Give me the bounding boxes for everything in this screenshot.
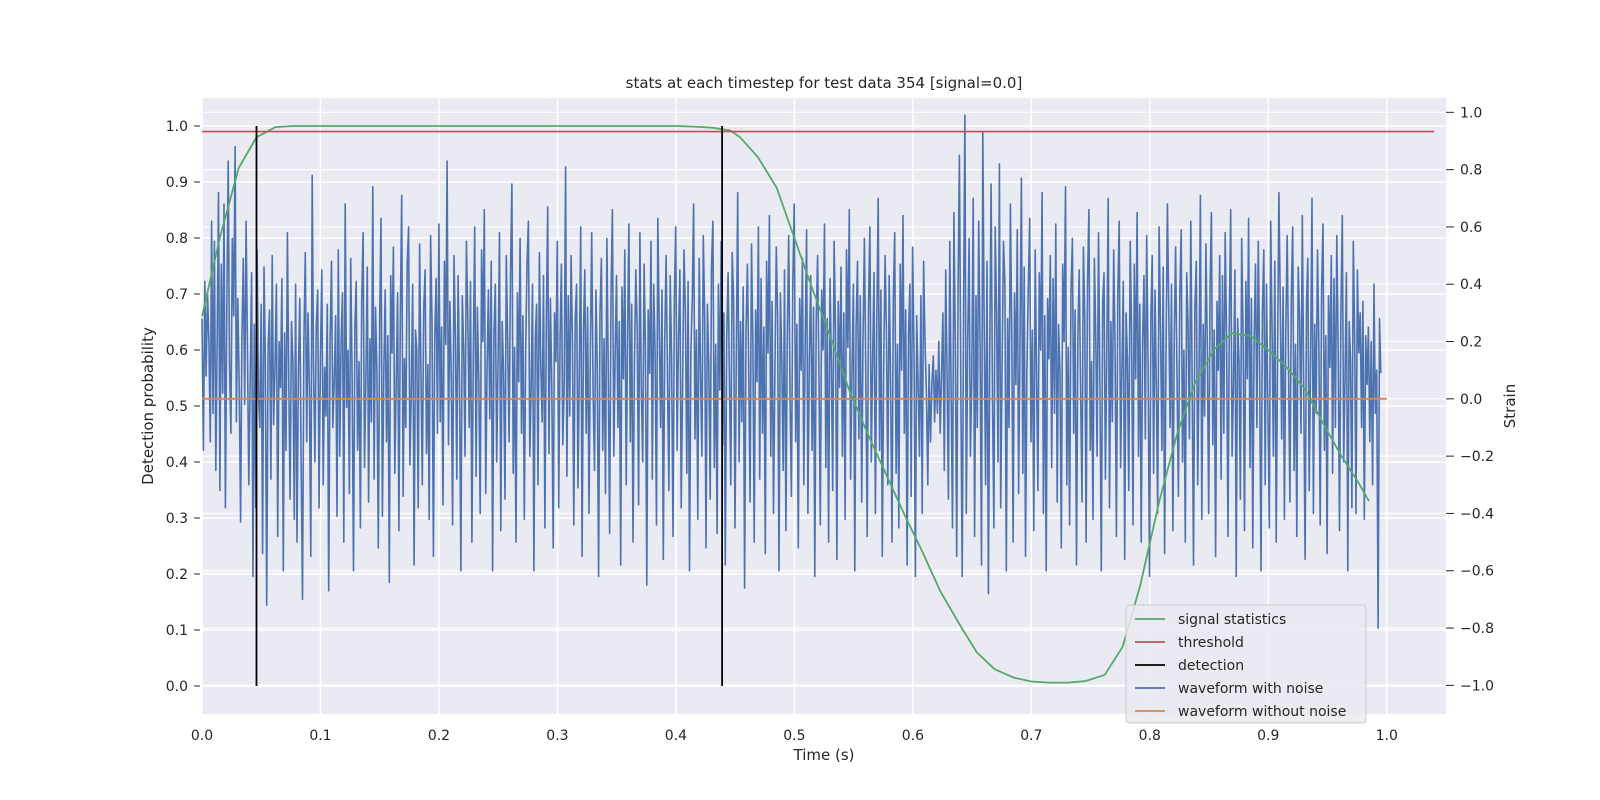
- x-tick-label: 0.0: [191, 728, 213, 744]
- y-right-tick-label: 0.6: [1460, 220, 1482, 236]
- legend-label: waveform with noise: [1178, 681, 1323, 697]
- x-tick-label: 0.7: [1020, 728, 1042, 744]
- y-left-tick-label: 0.7: [166, 287, 188, 303]
- legend-label: waveform without noise: [1178, 704, 1346, 720]
- series-signal-statistics: [201, 125, 1370, 684]
- y-left-tick-label: 0.2: [166, 567, 188, 583]
- y-right-tick-label: 0.0: [1460, 392, 1482, 408]
- x-tick-label: 0.8: [1139, 728, 1161, 744]
- y-left-tick-label: 0.0: [166, 679, 188, 695]
- y-left-tick-label: 0.8: [166, 231, 188, 247]
- y-left-tick-label: 0.3: [166, 511, 188, 527]
- y-right-tick-label: −0.6: [1460, 564, 1494, 580]
- y-left-tick-label: 1.0: [166, 119, 188, 135]
- legend-label: detection: [1178, 658, 1244, 674]
- x-tick-label: 0.3: [546, 728, 568, 744]
- y-right-tick-label: 0.4: [1460, 277, 1482, 293]
- y-axis-left-label: Detection probability: [139, 327, 157, 485]
- legend-label: signal statistics: [1178, 612, 1286, 628]
- y-left-tick-label: 0.4: [166, 455, 188, 471]
- legend: signal statistics threshold detection wavef…: [1125, 604, 1367, 724]
- x-tick-label: 0.2: [428, 728, 450, 744]
- y-right-tick-label: −1.0: [1460, 678, 1494, 694]
- y-right-tick-label: 1.0: [1460, 105, 1482, 121]
- ticks: 0.0 0.1 0.2 0.3 0.4 0.5 0.6 0.7 0.8 0.9 1.0 0.0 0.1 0…: [166, 105, 1494, 744]
- legend-box: [1125, 604, 1367, 724]
- series-layer: [201, 114, 1435, 686]
- y-left-tick-label: 0.1: [166, 623, 188, 639]
- x-tick-label: 1.0: [1376, 728, 1398, 744]
- y-axis-right-label: Strain: [1501, 384, 1519, 428]
- y-right-tick-label: −0.4: [1460, 506, 1494, 522]
- x-tick-label: 0.6: [902, 728, 924, 744]
- y-left-tick-label: 0.5: [166, 399, 188, 415]
- y-left-tick-label: 0.6: [166, 343, 188, 359]
- x-tick-label: 0.9: [1257, 728, 1279, 744]
- legend-label: threshold: [1178, 635, 1244, 651]
- y-right-tick-label: −0.2: [1460, 449, 1494, 465]
- y-left-tick-label: 0.9: [166, 175, 188, 191]
- y-right-tick-label: 0.2: [1460, 335, 1482, 351]
- x-tick-label: 0.4: [665, 728, 687, 744]
- y-right-tick-label: −0.8: [1460, 621, 1494, 637]
- x-tick-label: 0.1: [309, 728, 331, 744]
- y-right-tick-label: 0.8: [1460, 163, 1482, 179]
- x-tick-label: 0.5: [783, 728, 805, 744]
- x-axis-label: Time (s): [793, 746, 855, 764]
- chart-title: stats at each timestep for test data 354…: [626, 74, 1023, 92]
